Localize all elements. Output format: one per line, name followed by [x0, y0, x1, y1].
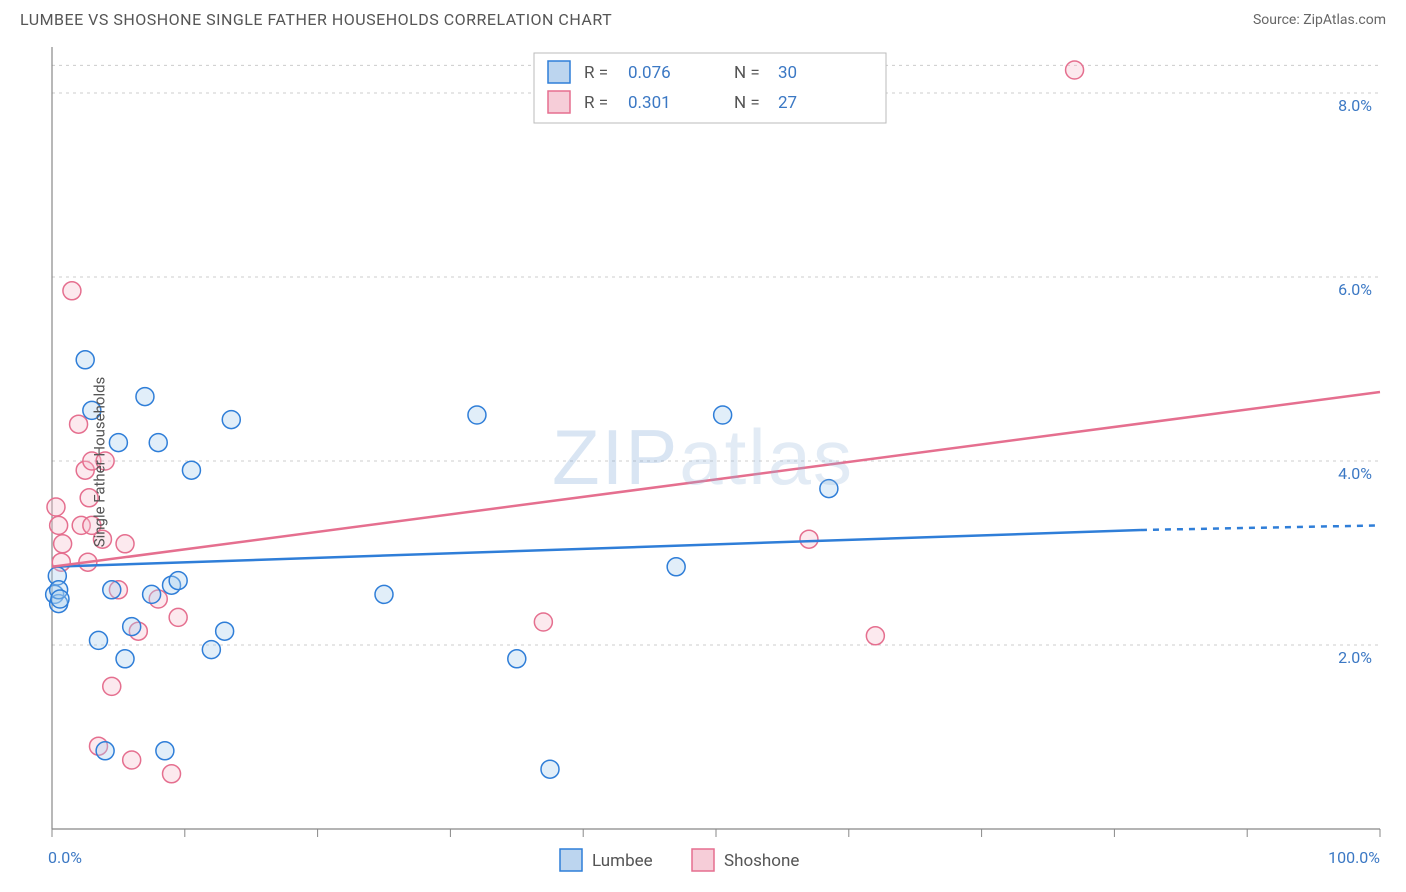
legend-swatch [548, 61, 570, 83]
legend-n-value: 27 [778, 93, 797, 113]
scatter-point [70, 415, 88, 433]
legend-n-label: N = [734, 93, 760, 113]
scatter-point [76, 351, 94, 369]
scatter-point [534, 613, 552, 631]
scatter-point [820, 480, 838, 498]
scatter-point [202, 641, 220, 659]
bottom-legend-swatch [692, 849, 714, 871]
chart-area: Single Father Households ZIPatlas 2.0%4.… [0, 37, 1406, 887]
scatter-point [468, 406, 486, 424]
scatter-point [163, 765, 181, 783]
scatter-point [216, 622, 234, 640]
scatter-point [169, 572, 187, 590]
scatter-point [375, 585, 393, 603]
y-axis-label: Single Father Households [90, 377, 108, 548]
scatter-chart: 2.0% 4.0% 6.0% 8.0% 0.0% 100.0% R = 0.076 N = 30 R… [0, 37, 1406, 887]
y-tick-label: 2.0% [1338, 648, 1372, 667]
bottom-legend-label: Shoshone [724, 851, 799, 871]
bottom-legend-label: Lumbee [592, 851, 653, 871]
y-tick-label: 8.0% [1338, 96, 1372, 115]
scatter-point [54, 535, 72, 553]
y-tick-label: 4.0% [1338, 464, 1372, 483]
scatter-point [103, 677, 121, 695]
scatter-point [541, 760, 559, 778]
bottom-legend-swatch [560, 849, 582, 871]
scatter-point [51, 590, 69, 608]
chart-header: LUMBEE VS SHOSHONE SINGLE FATHER HOUSEHO… [0, 0, 1406, 37]
trend-line [52, 530, 1141, 567]
scatter-point [667, 558, 685, 576]
scatter-point [109, 434, 127, 452]
legend-n-label: N = [734, 63, 760, 83]
scatter-point [96, 742, 114, 760]
scatter-point [89, 631, 107, 649]
scatter-point [143, 585, 161, 603]
chart-title: LUMBEE VS SHOSHONE SINGLE FATHER HOUSEHO… [20, 10, 612, 29]
scatter-point [800, 530, 818, 548]
y-tick-label: 6.0% [1338, 280, 1372, 299]
scatter-point [116, 650, 134, 668]
scatter-point [714, 406, 732, 424]
scatter-point [47, 498, 65, 516]
scatter-point [169, 608, 187, 626]
x-min-label: 0.0% [48, 848, 82, 867]
scatter-point [1066, 61, 1084, 79]
scatter-point [866, 627, 884, 645]
scatter-point [123, 618, 141, 636]
legend-swatch [548, 91, 570, 113]
scatter-point [508, 650, 526, 668]
trend-line-dashed [1141, 525, 1380, 530]
legend-r-label: R = [584, 63, 608, 83]
scatter-point [182, 461, 200, 479]
legend-n-value: 30 [778, 63, 797, 83]
scatter-point [156, 742, 174, 760]
scatter-point [103, 581, 121, 599]
scatter-point [222, 411, 240, 429]
scatter-point [136, 388, 154, 406]
x-max-label: 100.0% [1328, 848, 1380, 867]
legend-r-value: 0.301 [628, 93, 671, 113]
scatter-point [123, 751, 141, 769]
scatter-point [149, 434, 167, 452]
legend-r-label: R = [584, 93, 608, 113]
scatter-point [116, 535, 134, 553]
legend-r-value: 0.076 [628, 63, 671, 83]
scatter-point [63, 282, 81, 300]
scatter-point [50, 516, 68, 534]
source-label: Source: ZipAtlas.com [1253, 12, 1386, 28]
